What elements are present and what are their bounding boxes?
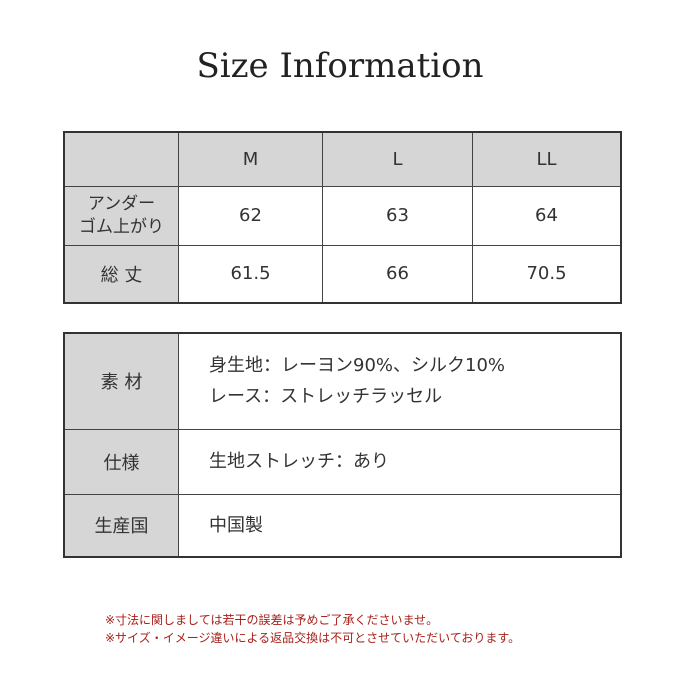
- note: ※サイズ・イメージ違いによる返品交換は不可とさせていただいております。: [105, 631, 521, 645]
- header-cell: [63, 131, 179, 187]
- cell: 62: [178, 185, 323, 246]
- table-row: アンダー ゴム上がり 62 63 64: [63, 185, 622, 246]
- cell: 61.5: [178, 244, 323, 304]
- note: ※寸法に関しましては若干の誤差は予めご了承くださいませ。: [105, 613, 439, 627]
- cell: 生地ストレッチ：あり: [178, 428, 622, 495]
- table-row: 生産国 中国製: [63, 493, 622, 558]
- page-title: Size Information: [196, 46, 484, 86]
- cell: 中国製: [178, 493, 622, 558]
- table-row: 総 丈 61.5 66 70.5: [63, 244, 622, 304]
- header-cell: L: [322, 131, 473, 187]
- cell: 身生地：レーヨン90%、シルク10% レース：ストレッチラッセル: [178, 332, 622, 430]
- row-label: 仕様: [63, 428, 179, 495]
- size-table: M L LL アンダー ゴム上がり 62 63 64 総 丈 61.5 66 70…: [63, 131, 622, 304]
- header-cell: M: [178, 131, 323, 187]
- cell: 63: [322, 185, 473, 246]
- row-label: 素 材: [63, 332, 179, 430]
- cell: 64: [472, 185, 622, 246]
- cell-line: 身生地：レーヨン90%、シルク10%: [209, 355, 506, 377]
- table-row: 仕様 生地ストレッチ：あり: [63, 428, 622, 495]
- row-label-line: ゴム上がり: [79, 216, 164, 237]
- table-row: 素 材 身生地：レーヨン90%、シルク10% レース：ストレッチラッセル: [63, 332, 622, 430]
- row-label: アンダー ゴム上がり: [63, 185, 179, 246]
- cell: 66: [322, 244, 473, 304]
- row-label: 生産国: [63, 493, 179, 558]
- spec-table: 素 材 身生地：レーヨン90%、シルク10% レース：ストレッチラッセル 仕様 生…: [63, 332, 622, 558]
- notes: ※寸法に関しましては若干の誤差は予めご了承くださいませ。 ※サイズ・イメージ違い…: [105, 611, 520, 647]
- header-cell: LL: [472, 131, 622, 187]
- cell-line: レース：ストレッチラッセル: [209, 386, 443, 408]
- row-label: 総 丈: [63, 244, 179, 304]
- table-header-row: M L LL: [63, 131, 622, 187]
- cell: 70.5: [472, 244, 622, 304]
- row-label-line: アンダー: [87, 193, 156, 214]
